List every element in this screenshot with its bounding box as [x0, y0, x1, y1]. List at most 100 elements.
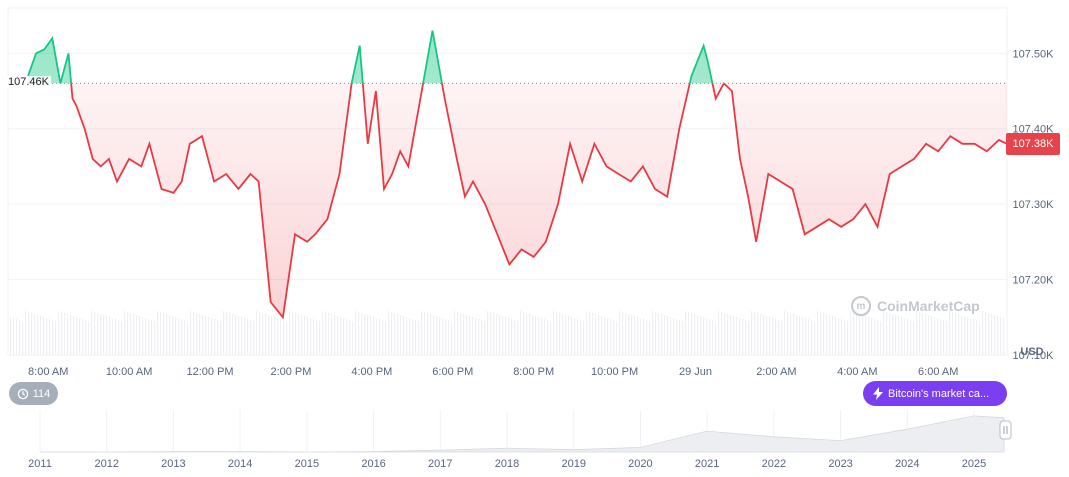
volume-bar: [313, 319, 315, 355]
volume-bar: [85, 320, 87, 355]
volume-bar: [544, 319, 546, 355]
volume-bar: [625, 313, 627, 355]
volume-bar: [793, 314, 795, 355]
volume-bar: [55, 321, 57, 355]
volume-bar: [37, 315, 39, 355]
volume-bar: [34, 314, 36, 355]
volume-bar: [466, 315, 468, 355]
volume-bar: [823, 313, 825, 355]
volume-bar: [64, 313, 66, 355]
volume-bar: [559, 313, 561, 355]
timeline-handle[interactable]: [999, 420, 1012, 440]
volume-bar: [145, 318, 147, 355]
volume-bar: [343, 318, 345, 355]
volume-bar: [361, 313, 363, 355]
volume-bars: [10, 311, 1005, 355]
timeline-year-label: 2011: [28, 458, 52, 470]
volume-bar: [826, 314, 828, 355]
volume-bar: [142, 317, 144, 355]
timeline-year-label: 2017: [428, 458, 452, 470]
volume-bar: [286, 321, 288, 355]
volume-bar: [52, 320, 54, 355]
volume-bar: [928, 315, 930, 355]
volume-bar: [415, 320, 417, 355]
volume-bar: [919, 312, 921, 355]
volume-bar: [178, 318, 180, 355]
volume-bar: [109, 317, 111, 355]
volume-bar: [745, 320, 747, 355]
timeline-year-label: 2018: [495, 458, 519, 470]
volume-bar: [121, 321, 123, 355]
volume-bar: [502, 316, 504, 355]
volume-bar: [628, 314, 630, 355]
volume-bar: [799, 316, 801, 355]
volume-bar: [214, 319, 216, 355]
volume-bar: [136, 315, 138, 355]
coinmarketcap-logo-icon: m: [851, 296, 871, 316]
volume-bar: [10, 317, 12, 355]
volume-bar: [151, 320, 153, 355]
volume-bar: [13, 318, 15, 355]
volume-bar: [682, 321, 684, 355]
volume-bar: [139, 316, 141, 355]
volume-bar: [862, 315, 864, 355]
volume-bar: [859, 314, 861, 355]
volume-bar: [427, 313, 429, 355]
timeline-year-label: 2019: [561, 458, 585, 470]
volume-bar: [130, 313, 132, 355]
watermark: m CoinMarketCap: [851, 296, 980, 316]
volume-bar: [49, 319, 51, 355]
volume-bar: [553, 311, 555, 355]
volume-bar: [514, 320, 516, 355]
volume-bar: [268, 315, 270, 355]
volume-bar: [568, 316, 570, 355]
volume-bar: [994, 315, 996, 355]
volume-bar: [670, 317, 672, 355]
volume-bar: [961, 315, 963, 355]
volume-bar: [397, 314, 399, 355]
volume-bar: [754, 312, 756, 355]
volume-bar: [370, 316, 372, 355]
volume-bar: [871, 318, 873, 355]
history-count: 114: [32, 387, 51, 400]
volume-bar: [856, 313, 858, 355]
volume-bar: [349, 320, 351, 355]
volume-bar: [697, 315, 699, 355]
timeline-year-label: 2015: [295, 458, 319, 470]
volume-bar: [220, 321, 222, 355]
volume-bar: [910, 320, 912, 355]
volume-bar: [70, 315, 72, 355]
volume-bar: [964, 316, 966, 355]
volume-bar: [889, 313, 891, 355]
volume-bar: [934, 317, 936, 355]
timeline-year-label: 2020: [628, 458, 652, 470]
volume-bar: [190, 311, 192, 355]
volume-bar: [982, 311, 984, 355]
volume-bar: [433, 315, 435, 355]
volume-bar: [733, 316, 735, 355]
history-badge[interactable]: 114: [9, 382, 58, 405]
volume-bar: [508, 318, 510, 355]
volume-bar: [88, 321, 90, 355]
volume-bar: [367, 315, 369, 355]
volume-bar: [601, 316, 603, 355]
volume-bar: [373, 317, 375, 355]
volume-bar: [571, 317, 573, 355]
market-cap-button[interactable]: Bitcoin's market ca...: [863, 381, 1007, 406]
volume-bar: [19, 320, 21, 355]
volume-bar: [193, 312, 195, 355]
volume-bar: [850, 311, 852, 355]
volume-bar: [169, 315, 171, 355]
volume-bar: [274, 317, 276, 355]
volume-bar: [43, 317, 45, 355]
timeline-year-label: 2012: [94, 458, 118, 470]
volume-bar: [481, 320, 483, 355]
volume-bar: [424, 312, 426, 355]
volume-bar: [442, 318, 444, 355]
volume-bar: [709, 319, 711, 355]
lightning-icon: [873, 387, 883, 400]
volume-bar: [637, 317, 639, 355]
volume-bar: [985, 312, 987, 355]
area-below-open: [71, 83, 1007, 318]
volume-bar: [73, 316, 75, 355]
